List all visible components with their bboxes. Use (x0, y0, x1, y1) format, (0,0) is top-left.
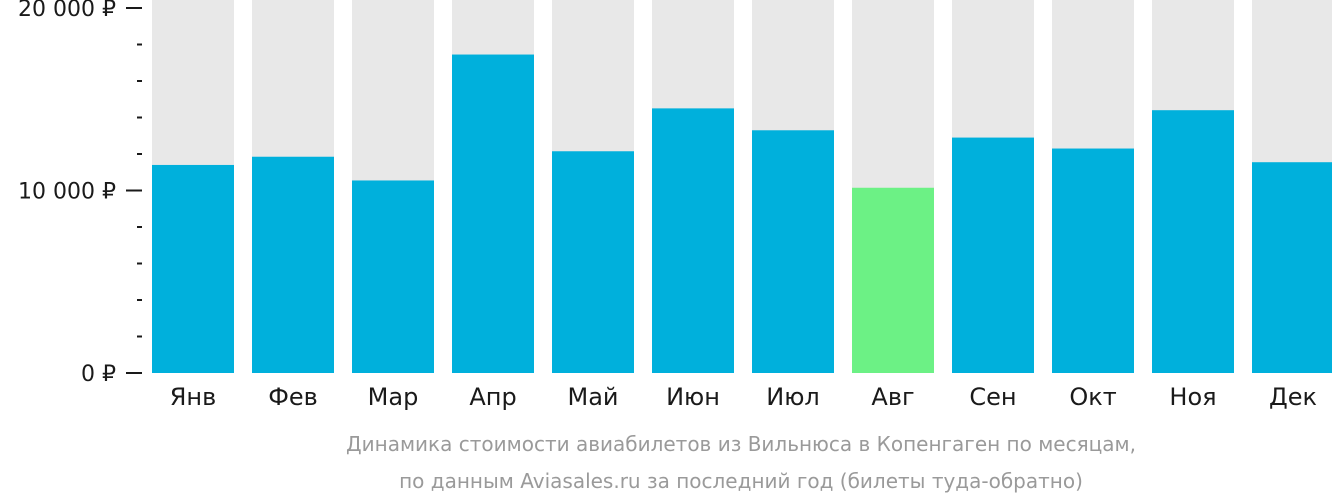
y-tick-label: 20 000 ₽ (18, 0, 116, 22)
x-category-label: Авг (871, 383, 914, 411)
bar (152, 164, 234, 373)
x-category-label: Дек (1269, 383, 1317, 411)
x-category-label: Апр (469, 383, 516, 411)
x-category-label: Сен (969, 383, 1016, 411)
bar (1252, 162, 1332, 373)
y-tick-label: 0 ₽ (81, 362, 116, 387)
price-bar-chart: 0 ₽ 10 000 ₽ 20 000 ₽ Янв Фев Мар Апр Май Июн Июл… (18, 0, 1332, 411)
x-category-label: Окт (1069, 383, 1116, 411)
bar (752, 130, 834, 373)
chart-caption-line-2: по данным Aviasales.ru за последний год … (399, 469, 1083, 493)
x-category-label: Фев (268, 383, 318, 411)
bar (452, 54, 534, 373)
y-tick-label: 10 000 ₽ (18, 180, 116, 205)
bar (652, 108, 734, 373)
bar (1152, 110, 1234, 373)
bar (852, 187, 934, 373)
x-category-label: Мар (368, 383, 419, 411)
x-category-label: Янв (170, 383, 217, 411)
x-category-label: Июн (666, 383, 720, 411)
bar (252, 156, 334, 373)
bar (552, 151, 634, 373)
x-category-label: Май (567, 383, 618, 411)
bar (1052, 148, 1134, 373)
x-category-label: Ноя (1169, 383, 1216, 411)
chart-caption-line-1: Динамика стоимости авиабилетов из Вильню… (346, 432, 1136, 456)
bar (952, 137, 1034, 373)
x-category-label: Июл (766, 383, 820, 411)
bar (352, 180, 434, 373)
